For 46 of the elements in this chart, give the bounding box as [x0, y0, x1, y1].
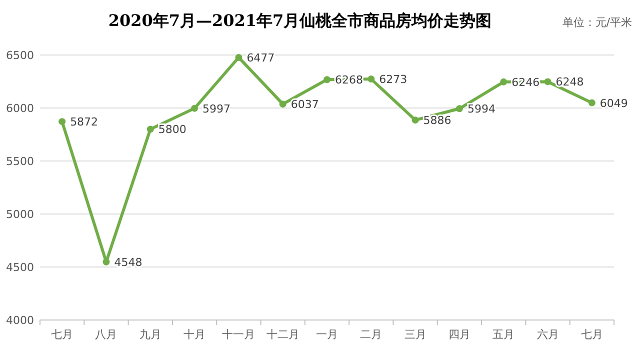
x-tick-label: 八月: [95, 328, 118, 341]
x-tick-label: 十一月: [222, 328, 256, 341]
point: [235, 54, 242, 61]
x-tick-label: 七月: [51, 328, 74, 341]
y-tick-label: 4500: [6, 261, 34, 274]
x-tick-label: 九月: [139, 328, 162, 341]
point: [544, 78, 552, 86]
y-tick-label: 4000: [6, 314, 34, 327]
point: [500, 78, 508, 86]
data-label: 6273: [379, 73, 408, 86]
point: [279, 100, 286, 108]
x-tick-label: 七月: [580, 328, 603, 341]
point: [102, 258, 110, 266]
data-label: 4548: [114, 256, 142, 269]
x-tick-label: 三月: [404, 328, 426, 341]
data-label: 6477: [246, 51, 275, 64]
y-tick-label: 5500: [6, 155, 34, 168]
data-label: 5886: [423, 114, 452, 128]
point: [324, 76, 330, 84]
point: [146, 126, 154, 133]
point: [58, 118, 66, 126]
point: [456, 105, 463, 112]
x-tick-label: 一月: [316, 328, 338, 341]
y-tick-label: 5000: [6, 208, 34, 221]
x-tick-label: 四月: [448, 328, 470, 341]
point: [412, 116, 419, 124]
y-tick-label: 6000: [6, 102, 34, 115]
x-tick-label: 十月: [184, 328, 206, 341]
data-label: 6037: [290, 98, 319, 112]
data-label: 5997: [202, 102, 231, 116]
chart-title: 2020年7月—2021年7月仙桃全市商品房均价走势图: [108, 11, 492, 30]
data-label: 5800: [158, 123, 186, 136]
data-label: 6049: [600, 96, 628, 110]
point: [368, 76, 375, 83]
data-label: 6268: [335, 74, 363, 87]
point: [588, 99, 596, 106]
x-tick-label: 六月: [536, 328, 559, 341]
data-label: 6248: [556, 76, 584, 89]
y-tick-label: 6500: [6, 49, 34, 62]
x-tick-label: 二月: [360, 328, 382, 341]
x-tick-label: 十二月: [266, 328, 300, 341]
data-label: 5872: [70, 116, 98, 129]
data-label: 5994: [467, 102, 496, 116]
point: [191, 104, 198, 112]
x-tick-label: 五月: [492, 328, 515, 341]
text: 单位：元/平米: [562, 16, 632, 29]
